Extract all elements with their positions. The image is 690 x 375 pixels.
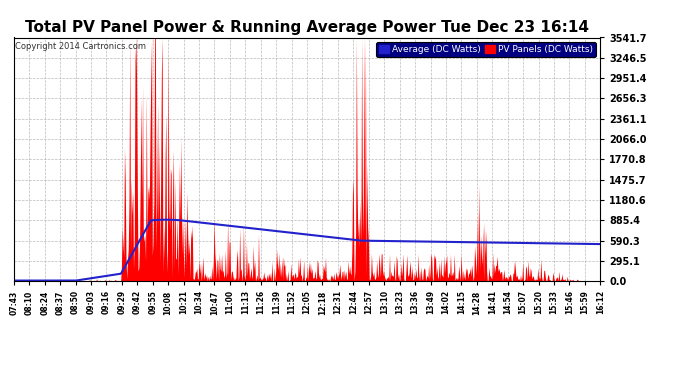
Legend: Average (DC Watts), PV Panels (DC Watts): Average (DC Watts), PV Panels (DC Watts) xyxy=(376,42,595,57)
Text: Copyright 2014 Cartronics.com: Copyright 2014 Cartronics.com xyxy=(15,42,146,51)
Title: Total PV Panel Power & Running Average Power Tue Dec 23 16:14: Total PV Panel Power & Running Average P… xyxy=(25,20,589,35)
